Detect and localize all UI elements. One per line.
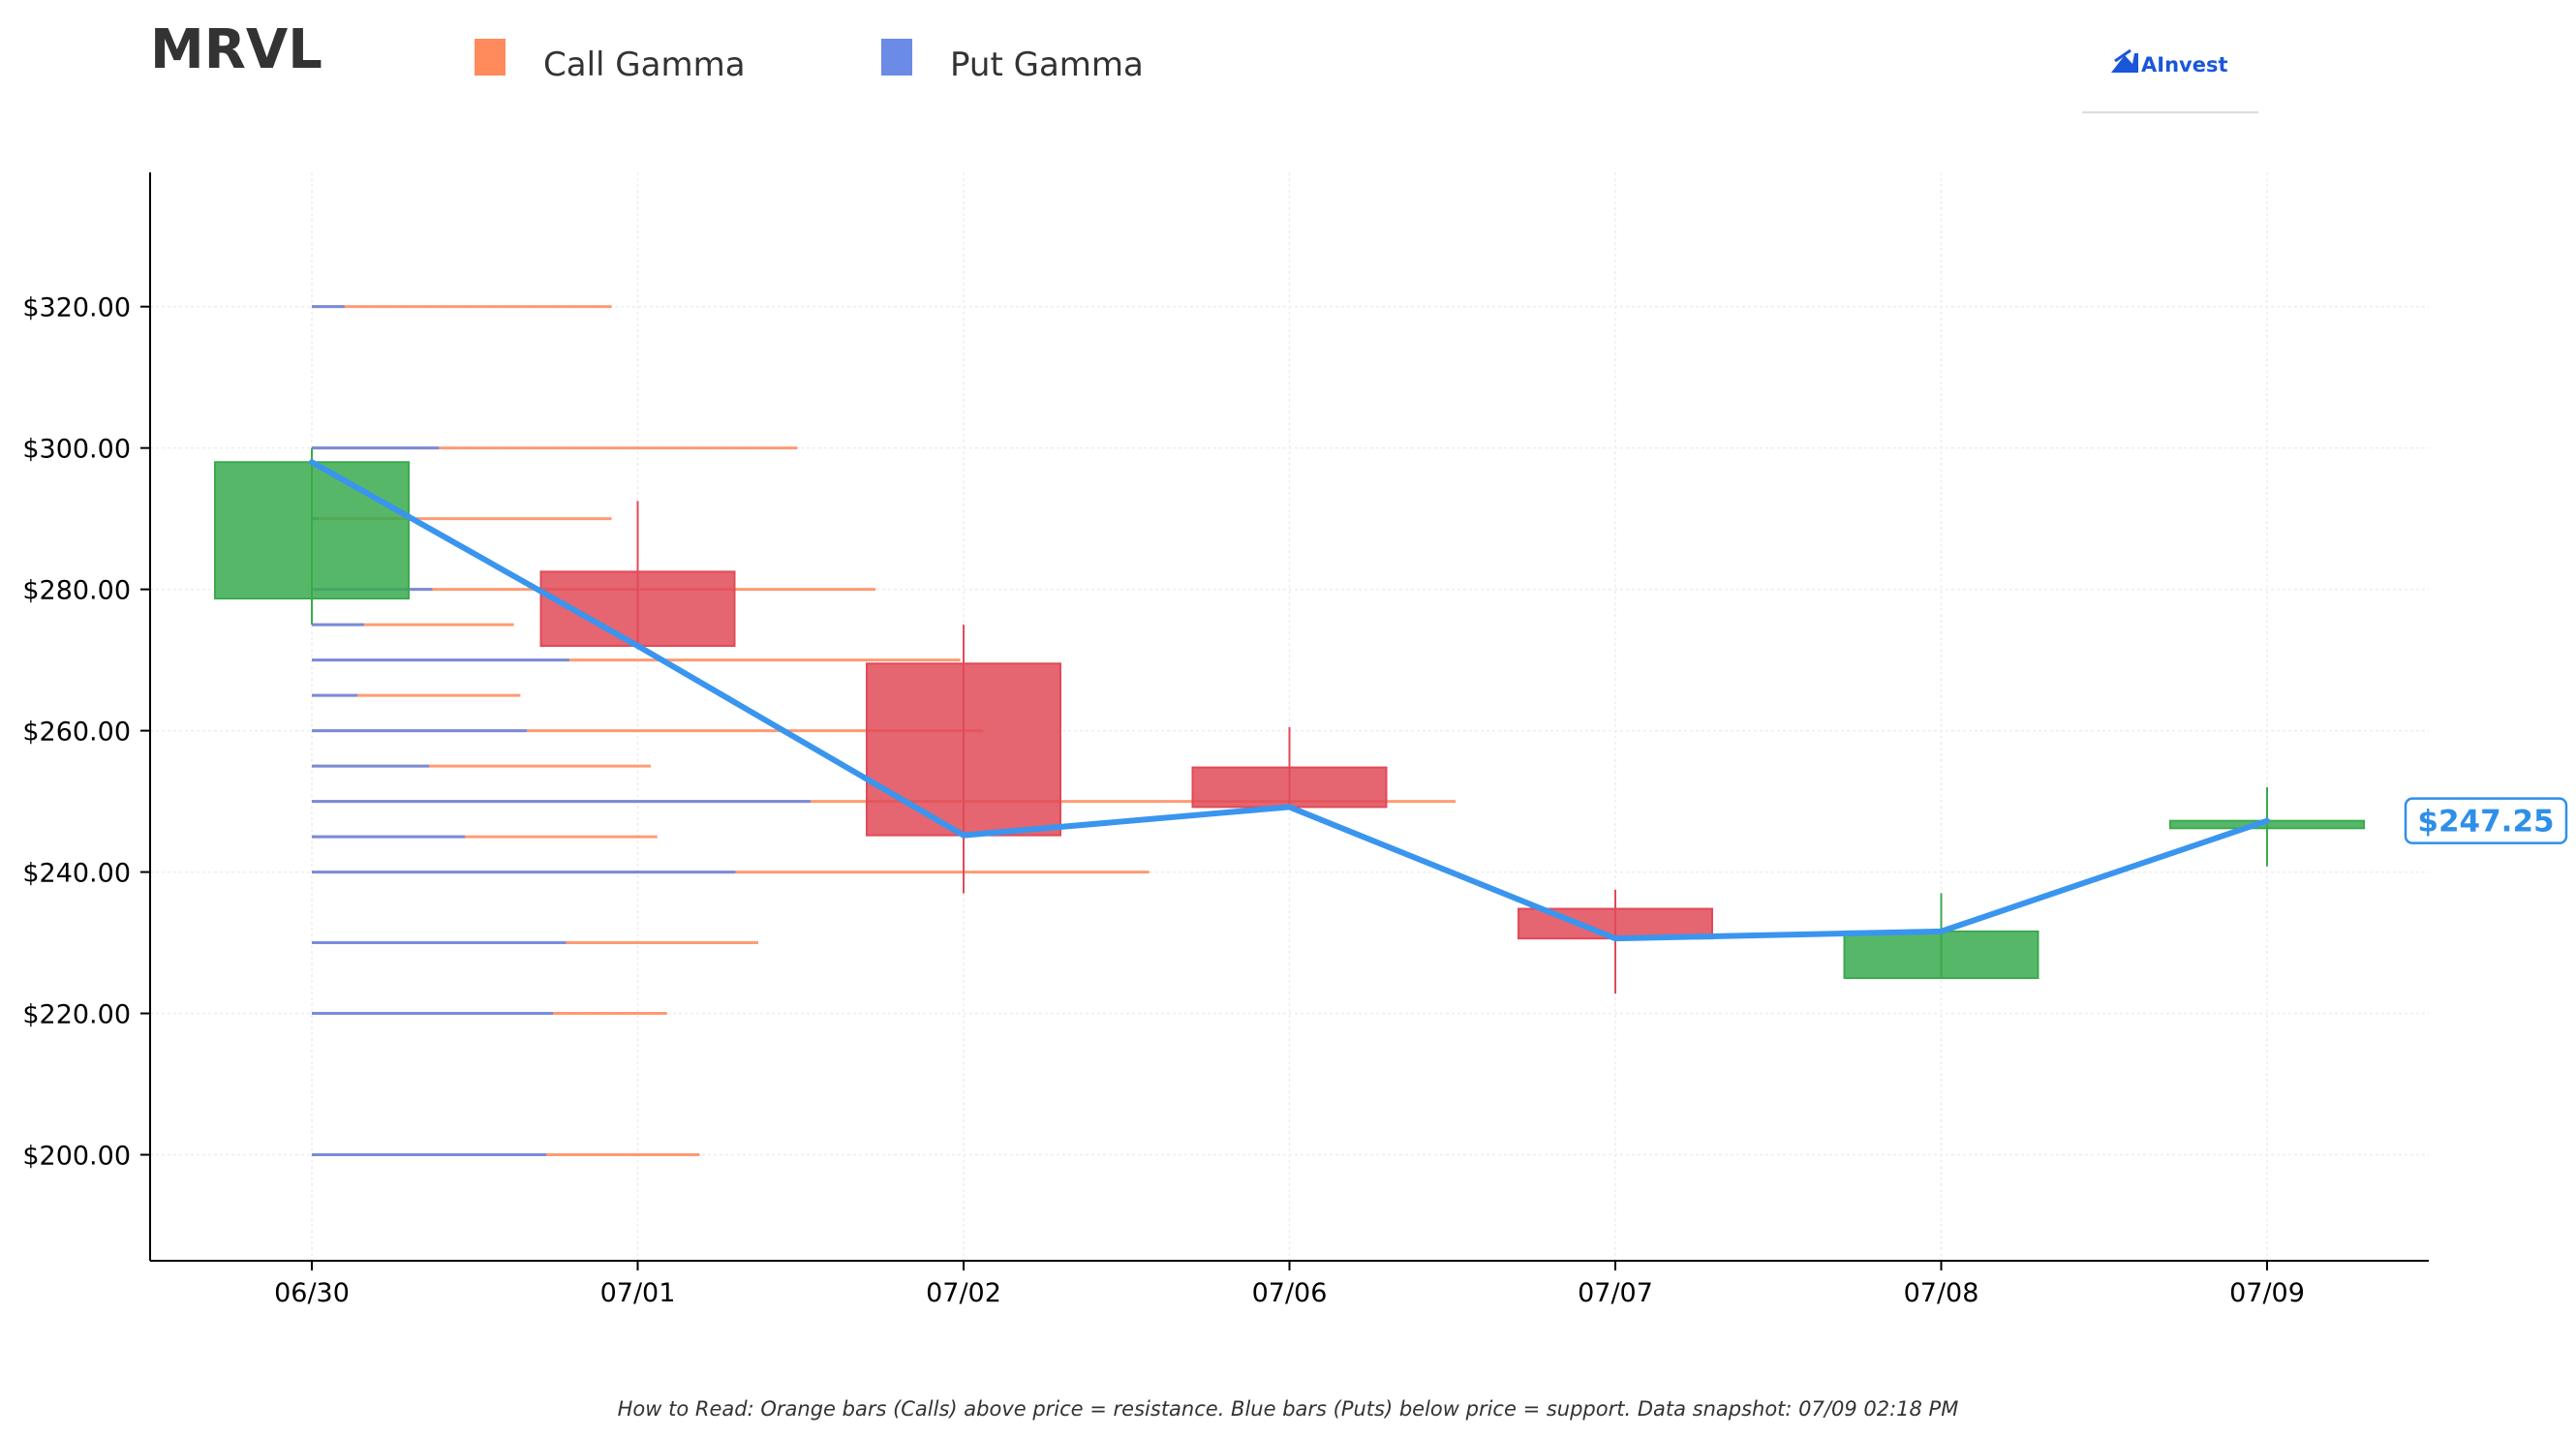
x-tick-label: 07/09 bbox=[2229, 1278, 2305, 1308]
candle-body bbox=[214, 461, 410, 600]
last-price-label: $247.25 bbox=[2417, 805, 2554, 840]
price-line-layer bbox=[309, 459, 2270, 942]
x-ticks: 06/30 07/01 07/02 07/06 07/07 07/08 07/09 bbox=[274, 1261, 2305, 1308]
y-tick-label: $280.00 bbox=[22, 576, 131, 606]
x-tick-label: 07/07 bbox=[1578, 1278, 1653, 1308]
logo-text: AInvest bbox=[2141, 53, 2228, 76]
legend: Call Gamma Put Gamma bbox=[475, 39, 1144, 84]
y-tick-label: $240.00 bbox=[22, 859, 131, 889]
x-tick-label: 07/06 bbox=[1252, 1278, 1328, 1308]
x-tick-label: 06/30 bbox=[274, 1278, 350, 1308]
chart-title: MRVL bbox=[150, 18, 322, 81]
legend-put-label: Put Gamma bbox=[950, 46, 1144, 84]
y-tick-label: $200.00 bbox=[22, 1142, 131, 1172]
x-tick-label: 07/01 bbox=[600, 1278, 676, 1308]
y-tick-label: $320.00 bbox=[22, 293, 131, 323]
x-tick-label: 07/08 bbox=[1904, 1278, 1979, 1308]
footer-note: How to Read: Orange bars (Calls) above p… bbox=[618, 1397, 1959, 1421]
candle-body bbox=[1843, 930, 2039, 980]
legend-put-swatch bbox=[881, 39, 912, 76]
ainvest-logo-icon bbox=[2111, 48, 2138, 73]
last-price-badge: $247.25 bbox=[2404, 797, 2568, 844]
y-ticks: $200.00 $220.00 $240.00 $260.00 $280.00 $300.… bbox=[22, 293, 150, 1172]
x-tick-label: 07/02 bbox=[926, 1278, 1001, 1308]
ainvest-logo: AInvest bbox=[2082, 48, 2258, 113]
grid bbox=[150, 172, 2429, 1261]
legend-call-swatch bbox=[475, 39, 506, 76]
candle-body bbox=[866, 662, 1061, 837]
y-tick-label: $300.00 bbox=[22, 435, 131, 465]
price-line bbox=[309, 459, 2270, 942]
y-tick-label: $260.00 bbox=[22, 718, 131, 748]
y-tick-label: $220.00 bbox=[22, 1000, 131, 1030]
last-price-badge-box bbox=[2404, 797, 2568, 844]
legend-call-label: Call Gamma bbox=[543, 46, 746, 84]
candles bbox=[214, 447, 2365, 994]
candle-body bbox=[1191, 766, 1388, 809]
